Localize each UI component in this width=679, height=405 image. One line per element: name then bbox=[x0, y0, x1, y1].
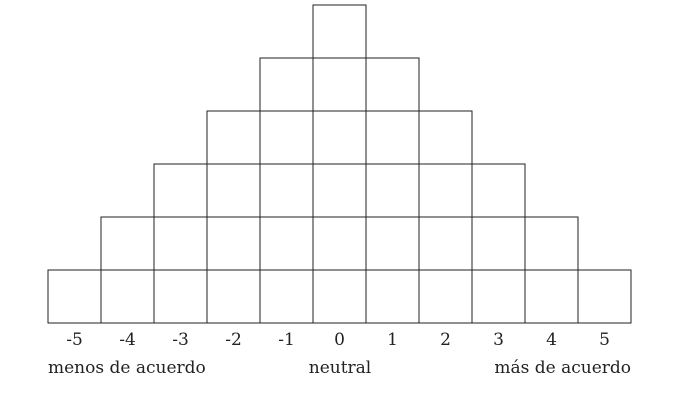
sort-cell bbox=[365, 163, 420, 218]
sort-cell bbox=[312, 216, 367, 271]
sort-cell bbox=[418, 216, 473, 271]
column-label: -1 bbox=[278, 330, 295, 350]
sort-cell bbox=[312, 57, 367, 112]
column-label: -2 bbox=[225, 330, 242, 350]
sort-cell bbox=[418, 269, 473, 324]
q-sort-grid bbox=[47, 4, 632, 324]
sort-cell bbox=[153, 216, 208, 271]
sort-cell bbox=[259, 163, 314, 218]
column-label: 2 bbox=[440, 330, 451, 350]
column-label: -4 bbox=[119, 330, 136, 350]
anchor-left-label: menos de acuerdo bbox=[48, 358, 206, 378]
sort-cell bbox=[259, 269, 314, 324]
sort-cell bbox=[100, 269, 155, 324]
sort-cell bbox=[365, 216, 420, 271]
sort-cell bbox=[259, 57, 314, 112]
sort-cell bbox=[312, 4, 367, 59]
sort-cell bbox=[577, 269, 632, 324]
sort-cell bbox=[471, 269, 526, 324]
anchor-right-label: más de acuerdo bbox=[494, 358, 631, 378]
column-label: -5 bbox=[66, 330, 83, 350]
column-label: -3 bbox=[172, 330, 189, 350]
column-label: 3 bbox=[493, 330, 504, 350]
sort-cell bbox=[259, 216, 314, 271]
anchor-middle-label: neutral bbox=[308, 358, 372, 378]
sort-cell bbox=[153, 163, 208, 218]
sort-cell bbox=[365, 110, 420, 165]
sort-cell bbox=[312, 110, 367, 165]
sort-cell bbox=[471, 163, 526, 218]
sort-cell bbox=[259, 110, 314, 165]
sort-cell bbox=[153, 269, 208, 324]
sort-cell bbox=[312, 269, 367, 324]
sort-cell bbox=[524, 269, 579, 324]
sort-cell bbox=[206, 269, 261, 324]
sort-cell bbox=[418, 110, 473, 165]
sort-cell bbox=[206, 110, 261, 165]
column-label: 5 bbox=[599, 330, 610, 350]
column-label: 1 bbox=[387, 330, 398, 350]
sort-cell bbox=[471, 216, 526, 271]
sort-cell bbox=[365, 269, 420, 324]
sort-cell bbox=[206, 216, 261, 271]
sort-cell bbox=[47, 269, 102, 324]
sort-cell bbox=[524, 216, 579, 271]
column-label: 4 bbox=[546, 330, 557, 350]
sort-cell bbox=[100, 216, 155, 271]
sort-cell bbox=[206, 163, 261, 218]
sort-cell bbox=[418, 163, 473, 218]
column-label: 0 bbox=[334, 330, 345, 350]
sort-cell bbox=[365, 57, 420, 112]
sort-cell bbox=[312, 163, 367, 218]
